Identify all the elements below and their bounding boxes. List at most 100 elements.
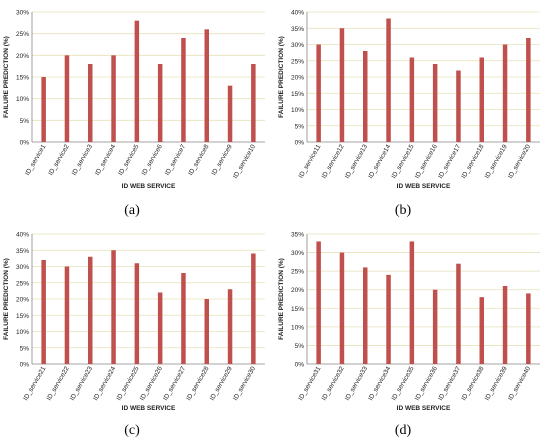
y-tick-label: 30% — [16, 10, 29, 17]
bar — [204, 29, 209, 142]
x-tick-label: ID_service13 — [344, 143, 369, 180]
x-tick-label: ID_service22 — [46, 365, 71, 402]
x-tick-label: ID_service8 — [187, 143, 210, 177]
x-tick-label: ID_service3 — [71, 143, 94, 177]
bar — [134, 20, 140, 143]
y-tick-label: 5% — [295, 343, 305, 350]
x-tick-label: ID_service14 — [367, 143, 392, 180]
x-tick-label: ID_service10 — [232, 143, 257, 180]
x-tick-label: ID_service1 — [24, 143, 47, 177]
y-axis-label: FAILURE PREDICTION (%) — [278, 258, 285, 340]
x-tick-label: ID_service4 — [94, 143, 117, 177]
y-tick-label: 25% — [291, 269, 304, 276]
x-tick-label: ID_service39 — [484, 365, 509, 402]
x-tick-label: ID_service35 — [391, 365, 416, 402]
y-tick-label: 20% — [16, 53, 29, 60]
y-tick-label: 15% — [291, 91, 304, 98]
bar — [432, 289, 438, 364]
y-tick-label: 5% — [295, 123, 305, 130]
x-tick-label: ID_service7 — [164, 143, 187, 177]
bar — [157, 64, 163, 142]
bar — [502, 44, 508, 142]
x-tick-label: ID_service27 — [162, 365, 187, 402]
x-tick-label: ID_service18 — [460, 143, 485, 180]
x-tick-label: ID_service33 — [344, 365, 369, 402]
x-axis-label: ID WEB SERVICE — [122, 183, 176, 190]
bar — [479, 297, 484, 364]
y-tick-label: 30% — [16, 264, 29, 271]
bar — [386, 18, 391, 142]
y-tick-label: 0% — [20, 362, 30, 369]
y-tick-label: 0% — [295, 140, 305, 147]
y-tick-label: 10% — [16, 329, 29, 336]
y-tick-label: 10% — [291, 324, 304, 331]
bar — [181, 273, 186, 364]
x-axis-label: ID WEB SERVICE — [397, 405, 451, 412]
x-tick-label: ID_service20 — [507, 143, 532, 180]
bar — [409, 57, 415, 142]
x-tick-label: ID_service15 — [391, 143, 416, 180]
y-tick-label: 25% — [291, 58, 304, 65]
y-tick-label: 30% — [291, 42, 304, 49]
bar — [88, 64, 93, 142]
bar — [64, 266, 70, 364]
y-tick-label: 15% — [291, 306, 304, 313]
bar — [316, 44, 321, 142]
y-tick-label: 35% — [291, 26, 304, 33]
bar — [111, 55, 116, 143]
bar — [111, 250, 116, 364]
bar — [363, 51, 368, 142]
x-tick-label: ID_service37 — [437, 365, 462, 402]
x-tick-label: ID_service21 — [22, 365, 47, 402]
x-tick-label: ID_service26 — [139, 365, 164, 402]
bar — [88, 256, 93, 364]
x-tick-label: ID_service28 — [185, 365, 210, 402]
bar — [456, 263, 461, 364]
x-tick-label: ID_service19 — [484, 143, 509, 180]
bar — [157, 292, 163, 364]
bar — [479, 57, 484, 142]
y-tick-label: 20% — [16, 297, 29, 304]
y-tick-label: 40% — [291, 10, 304, 17]
bar — [181, 38, 186, 142]
x-tick-label: ID_service40 — [507, 365, 532, 402]
bar — [227, 85, 233, 142]
bar — [251, 253, 256, 364]
bar — [502, 286, 508, 364]
x-axis-label: ID WEB SERVICE — [122, 405, 176, 412]
y-tick-label: 5% — [20, 345, 30, 352]
y-tick-label: 20% — [291, 75, 304, 82]
bar — [339, 252, 345, 364]
bar — [386, 274, 391, 364]
x-tick-label: ID_service32 — [321, 365, 346, 402]
x-tick-label: ID_service31 — [297, 365, 322, 402]
y-tick-label: 0% — [20, 140, 30, 147]
bar — [316, 241, 321, 364]
chart-c: 0%5%10%15%20%25%30%35%40%ID_service21ID_… — [3, 232, 265, 412]
x-axis-label: ID WEB SERVICE — [397, 183, 451, 190]
bar — [41, 77, 46, 142]
x-tick-label: ID_service5 — [117, 143, 140, 177]
y-tick-label: 5% — [20, 118, 30, 125]
panel-caption-d: (d) — [394, 423, 412, 438]
bar — [526, 293, 531, 364]
x-tick-label: ID_service2 — [47, 143, 70, 177]
bar — [456, 70, 461, 142]
y-tick-label: 30% — [291, 250, 304, 257]
x-tick-label: ID_service30 — [232, 365, 257, 402]
bar — [64, 55, 70, 143]
bar — [227, 289, 233, 364]
y-axis-label: FAILURE PREDICTION (%) — [3, 258, 10, 340]
panel-caption-b: (b) — [394, 203, 412, 218]
y-tick-label: 20% — [291, 287, 304, 294]
y-tick-label: 40% — [16, 232, 29, 239]
y-axis-label: FAILURE PREDICTION (%) — [278, 36, 285, 118]
bar — [251, 64, 256, 142]
y-tick-label: 10% — [291, 107, 304, 114]
y-axis-label: FAILURE PREDICTION (%) — [3, 36, 10, 118]
x-tick-label: ID_service25 — [116, 365, 141, 402]
chart-a: 0%5%10%15%20%25%30%ID_service1 ID_service… — [3, 10, 265, 190]
y-tick-label: 0% — [295, 362, 305, 369]
x-tick-label: ID_service11 — [298, 143, 323, 179]
